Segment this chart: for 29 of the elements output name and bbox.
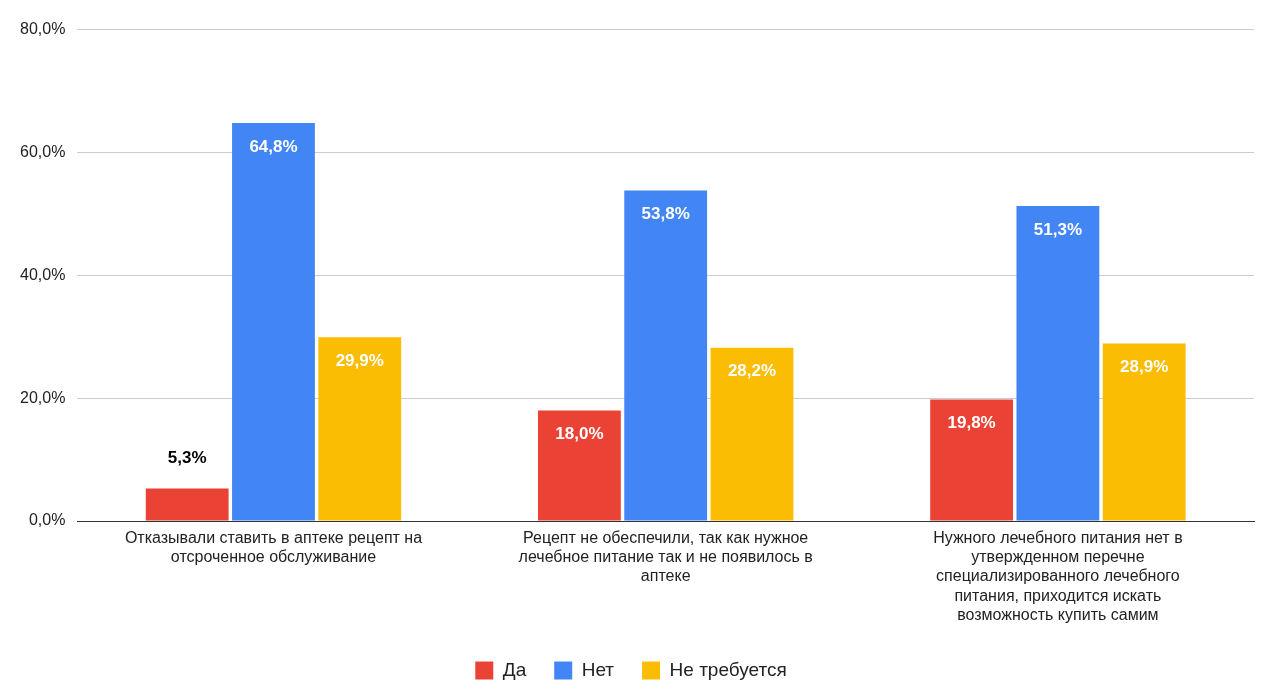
x-tick-label: Отказывали ставить в аптеке рецепт на отсроченное обслуживание bbox=[124, 529, 423, 566]
data-label: 64,8% bbox=[249, 136, 298, 156]
bar bbox=[1102, 343, 1186, 521]
y-tick-label: 40,0% bbox=[19, 265, 66, 283]
bar bbox=[145, 488, 229, 521]
data-label: 19,8% bbox=[947, 413, 996, 433]
legend-label: Не требуется bbox=[669, 658, 787, 680]
x-tick-label: Рецепт не обеспечили, так как нужное лечебное питание так и не появилось в аптеке bbox=[518, 529, 813, 585]
bar bbox=[537, 410, 621, 521]
bar bbox=[318, 337, 402, 521]
data-label: 28,2% bbox=[727, 361, 777, 381]
bar bbox=[624, 190, 708, 521]
bar bbox=[710, 347, 794, 521]
y-tick-label: 60,0% bbox=[19, 142, 66, 160]
bar bbox=[1016, 205, 1100, 521]
data-label: 29,9% bbox=[335, 351, 384, 371]
y-tick-label: 20,0% bbox=[19, 388, 66, 406]
data-label: 5,3% bbox=[167, 448, 207, 468]
legend-label: Нет bbox=[581, 658, 615, 680]
bar bbox=[930, 399, 1014, 521]
data-label: 28,9% bbox=[1120, 357, 1169, 377]
data-label: 18,0% bbox=[555, 424, 604, 444]
bar bbox=[232, 122, 315, 521]
legend-label: Да bbox=[502, 658, 527, 680]
y-tick-label: 80,0% bbox=[19, 20, 66, 38]
x-tick-label: Нужного лечебного питания нет в утвержденном перечне специализированного лечебного питания, приходится искать возможность купить самим bbox=[933, 529, 1183, 623]
data-label: 51,3% bbox=[1033, 219, 1082, 239]
data-label: 53,8% bbox=[641, 204, 690, 224]
y-tick-label: 0,0% bbox=[28, 511, 66, 529]
